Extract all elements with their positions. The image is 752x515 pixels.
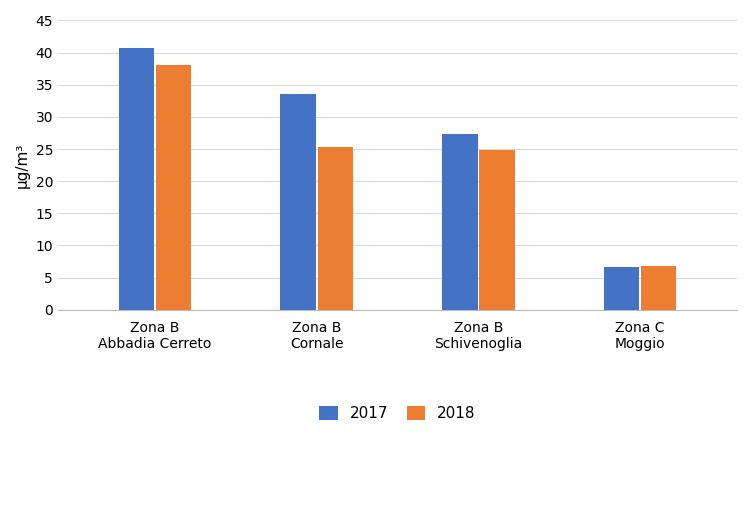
Bar	[442, 133, 478, 310]
Bar	[641, 266, 676, 310]
Bar	[280, 94, 316, 310]
Bar	[604, 267, 639, 310]
Bar	[119, 48, 154, 310]
Y-axis label: μg/m³: μg/m³	[15, 143, 30, 188]
Bar	[156, 65, 192, 310]
Bar	[479, 150, 514, 310]
Bar	[317, 147, 353, 310]
Legend: 2017, 2018: 2017, 2018	[311, 399, 484, 429]
